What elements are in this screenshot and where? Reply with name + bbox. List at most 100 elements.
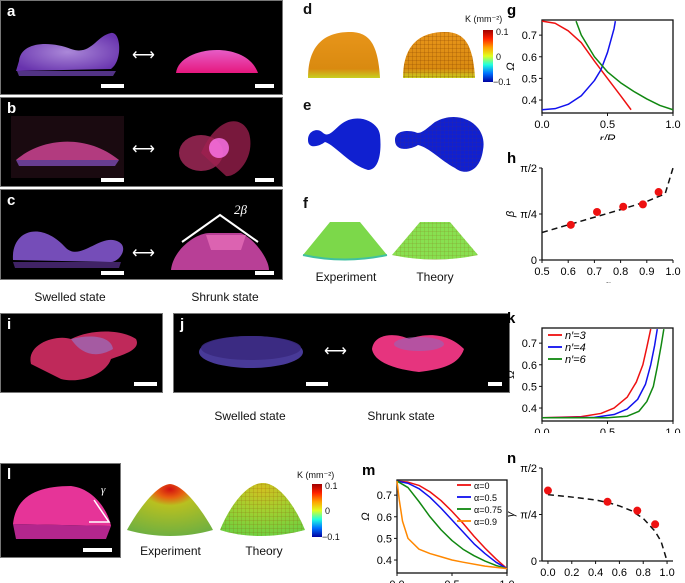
fit-curve — [541, 167, 674, 234]
chart-g: g 0.0 0.5 1.0 0.4 0.5 0.6 0.7 r/R Ω — [505, 2, 681, 140]
x-tick-label: 0.0 — [534, 427, 549, 433]
series-line-1 — [541, 328, 659, 419]
data-point — [651, 520, 660, 529]
legend-label: α=0.9 — [474, 517, 497, 527]
y-tick-label: 0.7 — [522, 338, 537, 350]
swelled-state-caption: Swelled state — [214, 409, 286, 423]
series-line-0 — [541, 20, 632, 111]
y-tick-label: 0 — [531, 255, 537, 267]
panel-a-label: a — [7, 3, 16, 20]
plot-frame — [541, 327, 674, 422]
y-tick-label: 0.6 — [522, 52, 537, 64]
double-arrow-icon: ⟷ — [132, 47, 155, 64]
x-tick-label: 0.8 — [613, 266, 628, 278]
panel-f-renders — [302, 222, 478, 261]
fit-curve — [547, 493, 668, 562]
x-axis-label: α — [605, 581, 611, 583]
panel-d-label: d — [303, 1, 313, 18]
panel-i-photo: i — [0, 313, 163, 393]
colorbar-title: K (mm⁻²) — [297, 470, 335, 480]
legend-label: α=0 — [474, 481, 489, 491]
scale-bar — [101, 84, 124, 88]
y-tick-label: 0.5 — [522, 381, 537, 393]
data-point — [633, 506, 642, 515]
experiment-caption: Experiment — [140, 544, 201, 558]
colorbar-tick-min: −0.1 — [493, 77, 511, 87]
scale-bar — [101, 178, 124, 182]
scale-bar — [255, 84, 274, 88]
scale-bar — [255, 271, 274, 275]
y-tick-label: 0.4 — [377, 555, 392, 567]
legend-label: n′=4 — [565, 342, 586, 354]
x-axis-label: r/R — [600, 132, 616, 140]
angle-2beta-label: 2β — [234, 202, 247, 217]
panel-c-label: c — [7, 192, 16, 209]
data-point — [654, 188, 663, 197]
scale-bar — [306, 382, 328, 386]
panel-j-label: j — [180, 316, 185, 333]
y-tick-label: π/4 — [520, 510, 537, 522]
y-tick-label: 0.7 — [522, 30, 537, 42]
theory-caption: Theory — [416, 270, 454, 284]
x-tick-label: 0.6 — [612, 567, 627, 579]
x-tick-label: 1.0 — [665, 119, 680, 131]
panel-e-renders — [308, 116, 484, 172]
colorbar-tick-zero: 0 — [325, 506, 331, 516]
double-arrow-icon: ⟷ — [132, 245, 155, 262]
x-tick-label: 0.6 — [561, 266, 576, 278]
shrunk-state-caption: Shrunk state — [367, 409, 435, 423]
panel-g-label: g — [507, 2, 516, 19]
series-line-2 — [396, 480, 508, 570]
y-axis-label: β — [505, 210, 517, 218]
theory-caption: Theory — [245, 544, 283, 558]
series-line-2 — [542, 328, 665, 419]
x-tick-label: 0.0 — [389, 579, 404, 583]
x-tick-label: 0.4 — [588, 567, 603, 579]
panel-l-photo: l γ — [0, 463, 121, 558]
scale-bar — [134, 382, 157, 386]
y-tick-label: π/4 — [520, 209, 537, 221]
x-tick-label: 1.0 — [659, 567, 674, 579]
y-tick-label: 0.4 — [522, 403, 537, 415]
panel-e-label: e — [303, 97, 312, 114]
legend-label: n′=3 — [565, 330, 587, 342]
colorbar — [312, 484, 322, 537]
scale-bar — [255, 178, 274, 182]
colorbar — [483, 30, 493, 82]
y-axis-label: γ — [505, 510, 517, 517]
legend-label: α=0.5 — [474, 493, 497, 503]
x-tick-label: 0.0 — [534, 119, 549, 131]
panel-f-label: f — [303, 195, 308, 212]
x-tick-label: 0.5 — [600, 427, 615, 433]
y-tick-label: 0.6 — [522, 360, 537, 372]
data-point — [566, 220, 575, 229]
panel-i-illustration — [30, 331, 137, 381]
x-tick-label: 1.0 — [665, 266, 680, 278]
panel-b-illustration — [11, 116, 251, 178]
colorbar-tick-min: −0.1 — [322, 532, 340, 542]
panel-l-renders — [127, 483, 305, 536]
y-tick-label: 0.5 — [522, 73, 537, 85]
series-line-0 — [396, 480, 508, 570]
x-tick-label: 1.0 — [499, 579, 514, 583]
panel-i-label: i — [7, 316, 12, 333]
panel-d-renders — [308, 32, 475, 78]
scale-bar — [101, 271, 124, 275]
panel-c-illustration — [12, 213, 269, 270]
panel-h-label: h — [507, 150, 516, 167]
panel-l-label: l — [7, 466, 12, 483]
panel-n-label: n — [507, 450, 516, 467]
y-tick-label: 0 — [531, 556, 537, 568]
series-line-2 — [575, 20, 674, 111]
double-arrow-icon: ⟷ — [324, 343, 347, 360]
x-tick-label: 0.5 — [444, 579, 459, 583]
y-tick-label: π/2 — [520, 463, 537, 475]
data-point — [593, 207, 602, 216]
chart-n: n 0.0 0.2 0.4 0.6 0.8 1.0 0 π/4 π/2 α γ — [505, 450, 675, 583]
data-point — [638, 200, 647, 209]
scale-bar — [83, 548, 112, 552]
plot-frame — [541, 19, 674, 114]
legend-label: n′=6 — [565, 354, 587, 366]
swelled-state-caption: Swelled state — [34, 290, 106, 304]
data-point — [543, 486, 552, 495]
